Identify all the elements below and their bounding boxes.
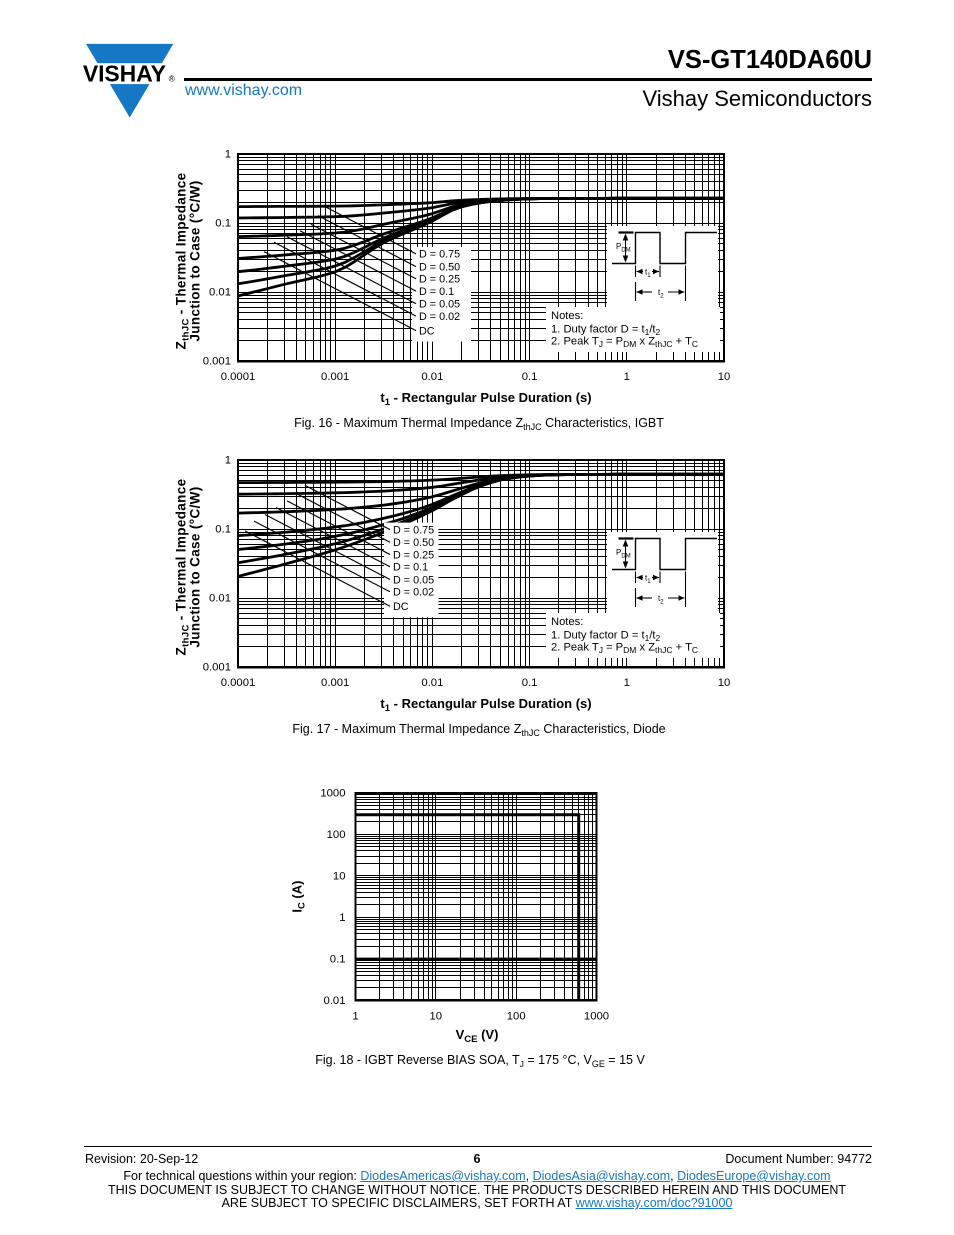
svg-text:0.1: 0.1 — [522, 677, 538, 689]
svg-text:D = 0.05: D = 0.05 — [393, 574, 434, 586]
svg-text:0.0001: 0.0001 — [221, 371, 256, 383]
svg-text:1: 1 — [352, 1010, 358, 1022]
svg-text:t1: t1 — [645, 574, 651, 586]
svg-text:Notes:: Notes: — [551, 616, 583, 628]
svg-text:1: 1 — [339, 912, 345, 924]
svg-text:1000: 1000 — [584, 1010, 609, 1022]
svg-text:2. Peak TJ = PDM x ZthJC + TC: 2. Peak TJ = PDM x ZthJC + TC — [551, 336, 698, 350]
svg-text:t1: t1 — [645, 268, 651, 280]
svg-text:0.1: 0.1 — [330, 953, 346, 965]
svg-text:10: 10 — [718, 371, 731, 383]
svg-text:0.001: 0.001 — [203, 662, 231, 674]
svg-text:PDM: PDM — [616, 548, 631, 560]
svg-text:ZthJC - Thermal Impedance: ZthJC - Thermal Impedance — [174, 172, 192, 349]
svg-text:0.01: 0.01 — [209, 287, 231, 299]
svg-text:D = 0.75: D = 0.75 — [393, 524, 434, 536]
svg-text:1: 1 — [225, 149, 231, 161]
svg-text:1: 1 — [624, 677, 630, 689]
svg-text:t2: t2 — [658, 288, 664, 300]
svg-text:Fig. 18 - IGBT Reverse BIAS SO: Fig. 18 - IGBT Reverse BIAS SOA, TJ = 17… — [315, 1053, 645, 1069]
svg-text:Notes:: Notes: — [551, 310, 583, 322]
svg-text:0.1: 0.1 — [522, 371, 538, 383]
svg-text:1000: 1000 — [320, 788, 345, 800]
svg-text:PDM: PDM — [616, 242, 631, 254]
svg-text:Fig. 17 - Maximum Thermal Impe: Fig. 17 - Maximum Thermal Impedance ZthJ… — [292, 722, 665, 738]
svg-text:Fig. 16 - Maximum Thermal Impe: Fig. 16 - Maximum Thermal Impedance ZthJ… — [294, 416, 664, 432]
svg-text:0.01: 0.01 — [209, 593, 231, 605]
svg-text:VISHAY: VISHAY — [83, 61, 166, 87]
svg-text:D = 0.02: D = 0.02 — [393, 587, 434, 599]
svg-text:0.01: 0.01 — [421, 677, 443, 689]
svg-text:t1 - Rectangular Pulse Duratio: t1 - Rectangular Pulse Duration (s) — [380, 390, 591, 408]
svg-text:D = 0.1: D = 0.1 — [393, 562, 428, 574]
svg-text:0.001: 0.001 — [321, 677, 349, 689]
svg-text:D = 0.50: D = 0.50 — [393, 537, 434, 549]
svg-text:0.1: 0.1 — [215, 218, 231, 230]
svg-text:®: ® — [169, 74, 176, 84]
svg-text:DC: DC — [393, 601, 409, 613]
svg-text:DC: DC — [419, 325, 435, 337]
svg-text:D = 0.05: D = 0.05 — [419, 299, 460, 311]
svg-text:10: 10 — [333, 870, 346, 882]
svg-text:VCE (V): VCE (V) — [456, 1027, 499, 1045]
svg-text:ZthJC - Thermal Impedance: ZthJC - Thermal Impedance — [174, 478, 192, 655]
svg-text:0.1: 0.1 — [215, 524, 231, 536]
svg-text:t2: t2 — [658, 594, 664, 606]
svg-text:0.001: 0.001 — [321, 371, 349, 383]
svg-text:100: 100 — [507, 1010, 526, 1022]
svg-text:0.001: 0.001 — [203, 356, 231, 368]
svg-text:10: 10 — [430, 1010, 443, 1022]
svg-text:2. Peak TJ = PDM x ZthJC + TC: 2. Peak TJ = PDM x ZthJC + TC — [551, 642, 698, 656]
svg-text:IC (A): IC (A) — [290, 881, 308, 913]
svg-text:0.01: 0.01 — [421, 371, 443, 383]
svg-text:D = 0.25: D = 0.25 — [393, 549, 434, 561]
svg-text:1. Duty factor D = t1/t2: 1. Duty factor D = t1/t2 — [551, 324, 661, 338]
svg-text:D = 0.75: D = 0.75 — [419, 249, 460, 261]
svg-text:D = 0.25: D = 0.25 — [419, 274, 460, 286]
svg-text:0.01: 0.01 — [324, 995, 346, 1007]
svg-text:1. Duty factor D = t1/t2: 1. Duty factor D = t1/t2 — [551, 630, 661, 644]
svg-text:10: 10 — [718, 677, 731, 689]
svg-text:D = 0.50: D = 0.50 — [419, 261, 460, 273]
svg-text:1: 1 — [225, 455, 231, 467]
svg-text:Junction to Case (°C/W): Junction to Case (°C/W) — [187, 486, 202, 647]
svg-text:0.0001: 0.0001 — [221, 677, 256, 689]
svg-text:100: 100 — [327, 829, 346, 841]
svg-text:1: 1 — [624, 371, 630, 383]
svg-text:D = 0.02: D = 0.02 — [419, 311, 460, 323]
svg-text:D = 0.1: D = 0.1 — [419, 286, 454, 298]
svg-text:Junction to Case (°C/W): Junction to Case (°C/W) — [187, 180, 202, 341]
svg-text:t1 - Rectangular Pulse Duratio: t1 - Rectangular Pulse Duration (s) — [380, 696, 591, 714]
